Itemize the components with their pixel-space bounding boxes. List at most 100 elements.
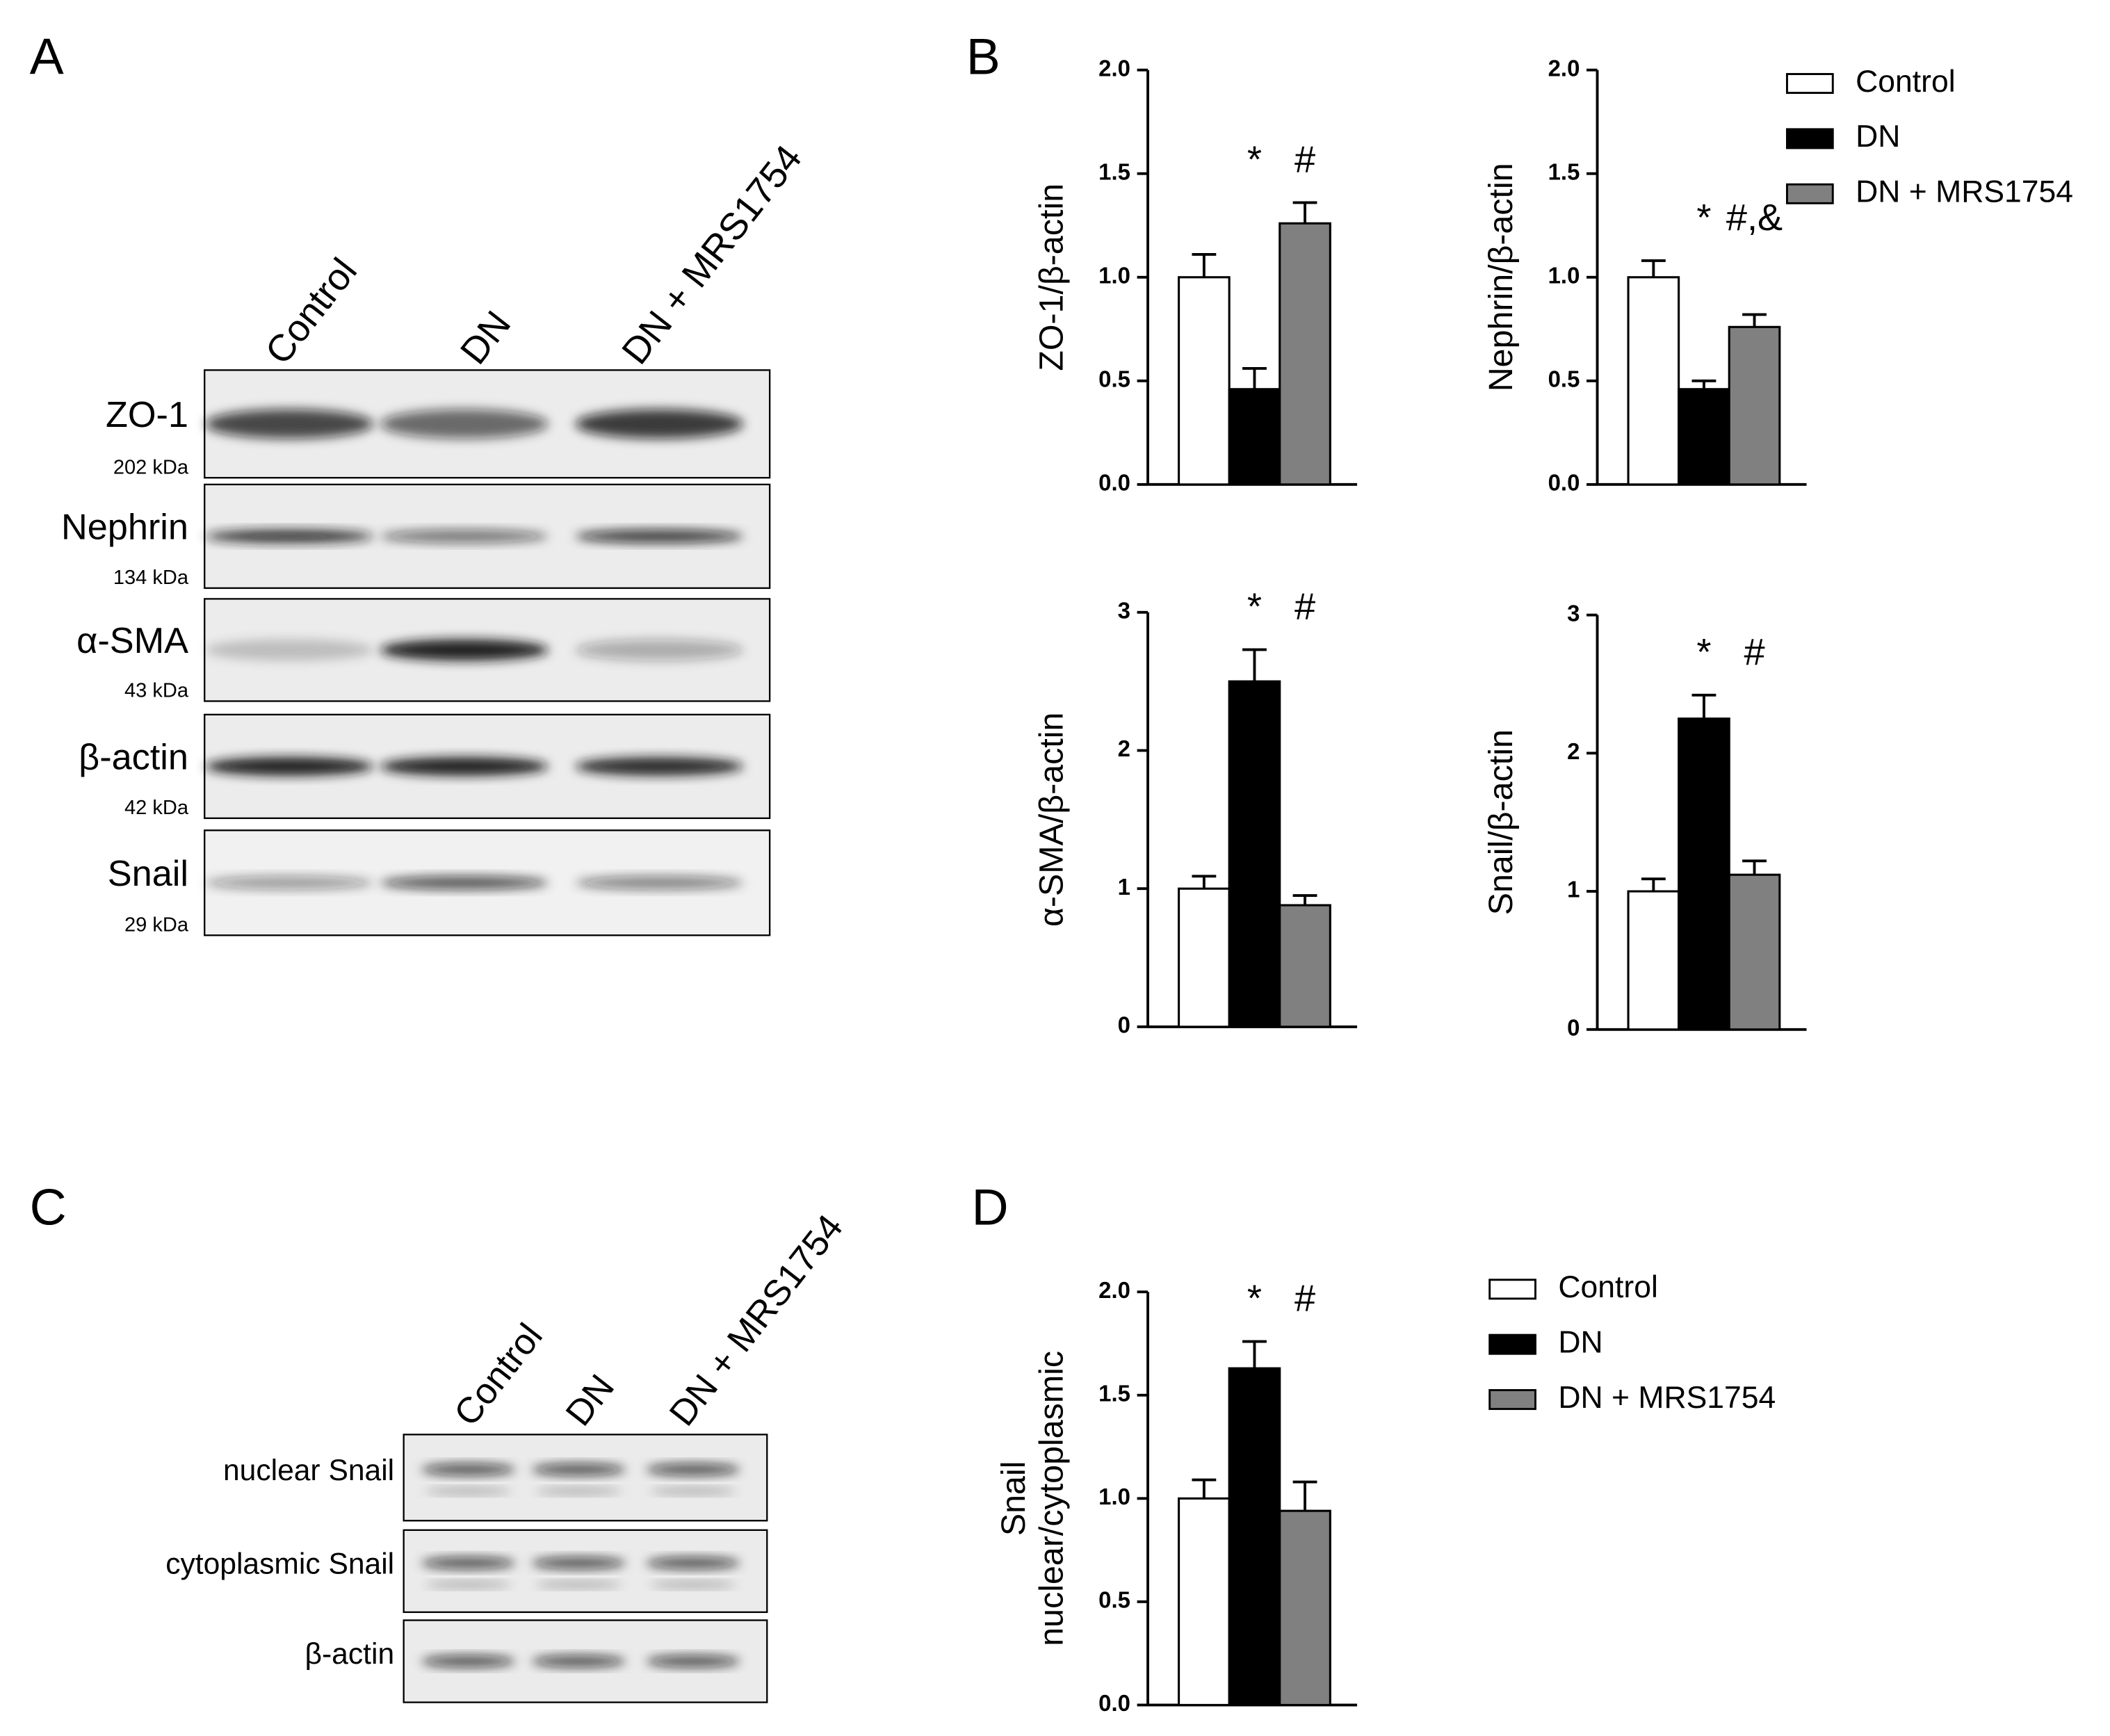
panel-letter: B [966, 28, 1000, 86]
blot-band [649, 1581, 737, 1589]
bar [1178, 887, 1231, 1028]
y-tick-label: 0.5 [1098, 1587, 1130, 1613]
legend-swatch [1488, 1279, 1536, 1300]
bar [1627, 890, 1680, 1031]
bar [1279, 904, 1331, 1028]
bar [1728, 325, 1781, 486]
blot-row-label: Nephrin [61, 508, 188, 548]
significance-mark: * [1247, 586, 1262, 628]
y-axis-label: nuclear/cytoplasmic [1032, 1351, 1070, 1646]
significance-mark: * [1247, 1278, 1262, 1320]
blot-band [205, 639, 374, 661]
bar [1228, 1367, 1281, 1706]
blot-band [380, 639, 549, 661]
y-tick-label: 0.0 [1098, 1690, 1130, 1716]
blot-band [380, 409, 549, 439]
blot-box [403, 1529, 768, 1614]
legend-label: DN [1558, 1325, 1602, 1359]
significance-mark: * [1696, 197, 1711, 238]
blot-band [535, 1581, 623, 1589]
y-tick-label: 1.0 [1548, 262, 1580, 288]
blot-band [535, 1487, 623, 1495]
legend-swatch [1786, 128, 1834, 149]
blot-band [421, 1463, 516, 1476]
blot-band [205, 529, 374, 544]
y-tick-label: 1.0 [1098, 262, 1130, 288]
y-tick-label: 1 [1567, 877, 1580, 902]
y-tick-label: 0 [1567, 1014, 1580, 1040]
legend-label: Control [1856, 65, 1955, 99]
bar [1178, 276, 1231, 486]
blot-size-label: 134 kDa [113, 567, 189, 589]
y-tick-label: 0.5 [1548, 366, 1580, 392]
blot-band [531, 1557, 626, 1569]
blot-band [205, 409, 374, 439]
blot-band [531, 1463, 626, 1476]
y-axis-label: Snail [995, 1461, 1032, 1536]
significance-mark: * [1247, 139, 1262, 181]
significance-mark: # [1295, 586, 1315, 628]
bar [1627, 276, 1680, 486]
blot-band [421, 1557, 516, 1569]
blot-band [575, 876, 744, 890]
blot-band [646, 1557, 740, 1569]
blot-band [646, 1463, 740, 1476]
blot-row-label: cytoplasmic Snail [165, 1547, 394, 1580]
legend-swatch [1488, 1333, 1536, 1355]
blot-band [380, 876, 549, 890]
y-tick-label: 1.5 [1098, 159, 1130, 184]
legend-label: DN [1856, 120, 1900, 154]
panel-letter: D [971, 1178, 1008, 1235]
blot-size-label: 29 kDa [124, 914, 189, 936]
significance-mark: # [1295, 1278, 1315, 1320]
panel-letter: C [30, 1178, 67, 1235]
legend-swatch [1488, 1389, 1536, 1411]
y-tick-label: 3 [1118, 597, 1130, 623]
blot-size-label: 202 kDa [113, 456, 189, 478]
blot-size-label: 42 kDa [124, 797, 189, 819]
y-tick-label: 2 [1118, 736, 1130, 761]
y-tick-label: 1 [1118, 874, 1130, 900]
blot-box [403, 1434, 768, 1522]
blot-band [380, 756, 549, 776]
blot-band [575, 756, 744, 776]
significance-mark: * [1696, 631, 1711, 673]
bar [1178, 1497, 1231, 1706]
blot-band [205, 876, 374, 890]
significance-mark: # [1744, 631, 1764, 673]
blot-band [424, 1581, 512, 1589]
y-tick-label: 2.0 [1098, 55, 1130, 81]
y-tick-label: 0 [1118, 1012, 1130, 1038]
y-tick-label: 2.0 [1098, 1277, 1130, 1303]
significance-mark: # [1295, 139, 1315, 181]
legend-swatch [1786, 73, 1834, 95]
y-axis-label: α-SMA/β-actin [1032, 713, 1070, 927]
y-tick-label: 2.0 [1548, 55, 1580, 81]
y-axis-label: Snail/β-actin [1482, 729, 1520, 915]
blot-row-label: Snail [108, 854, 188, 894]
y-axis-label: ZO-1/β-actin [1032, 184, 1070, 371]
blot-row-label: nuclear Snail [223, 1454, 394, 1487]
legend-swatch [1786, 183, 1834, 204]
blot-band [424, 1487, 512, 1495]
bar [1678, 388, 1730, 486]
y-axis-label: Nephrin/β-actin [1482, 163, 1520, 391]
bar [1728, 873, 1781, 1031]
legend-label: DN + MRS1754 [1856, 175, 2073, 209]
blot-band [205, 756, 374, 776]
significance-mark: #,& [1726, 197, 1783, 238]
legend-label: DN + MRS1754 [1558, 1381, 1776, 1415]
panel-letter: A [30, 28, 64, 86]
legend-label: Control [1558, 1270, 1657, 1304]
y-tick-label: 3 [1567, 600, 1580, 626]
blot-band [421, 1655, 516, 1668]
blot-band [575, 409, 744, 439]
y-tick-label: 0.0 [1098, 470, 1130, 496]
blot-band [380, 529, 549, 544]
bar [1279, 222, 1331, 486]
y-tick-label: 0.0 [1548, 470, 1580, 496]
blot-band [649, 1487, 737, 1495]
